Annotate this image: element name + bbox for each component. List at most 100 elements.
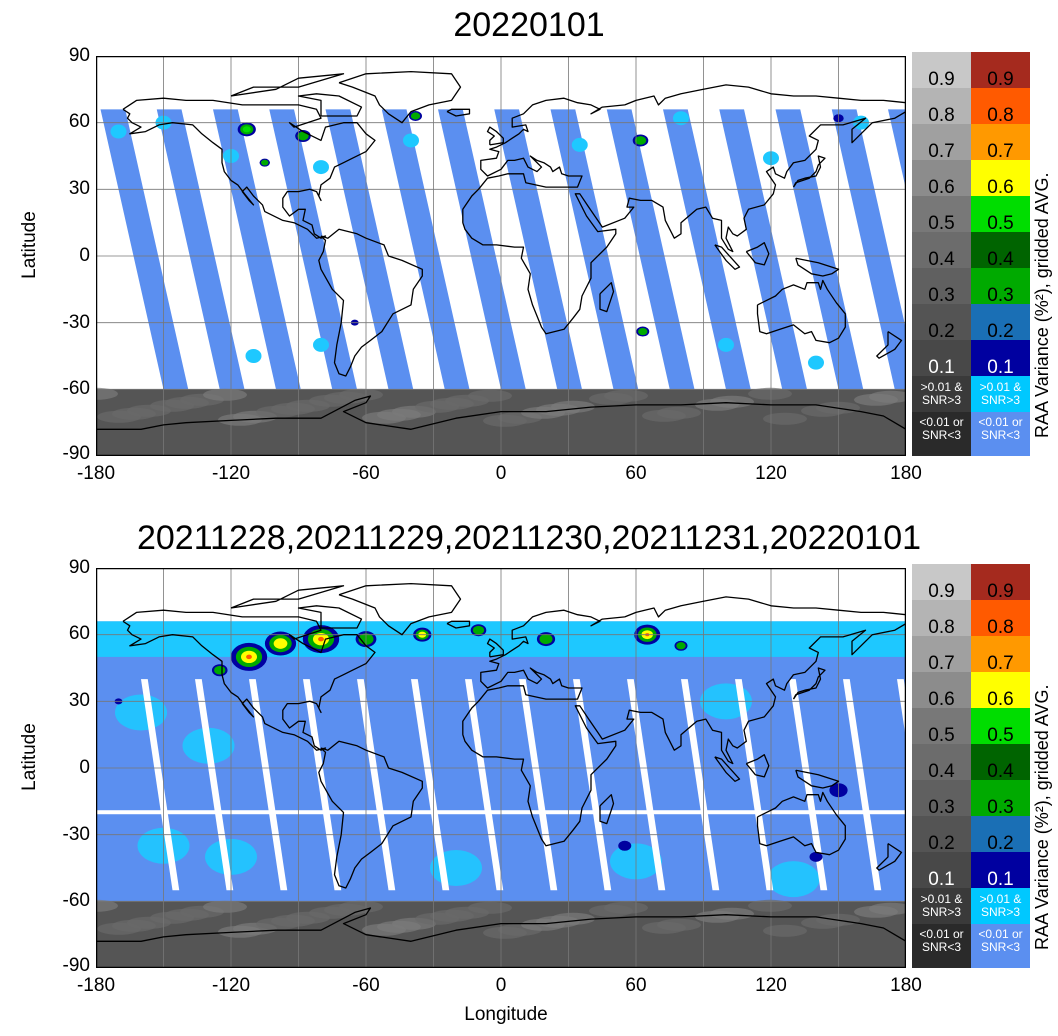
- polar-texture: [97, 922, 141, 935]
- coastline-south-america: [318, 740, 423, 889]
- coverage-gap: [573, 679, 612, 891]
- polar-texture: [203, 900, 247, 913]
- polar-texture: [589, 904, 633, 917]
- x-tick: 0: [495, 975, 507, 996]
- colorbar-level-label: 0.3: [928, 285, 955, 306]
- coastline-africa-eurasia: [462, 84, 906, 335]
- polar-texture: [468, 901, 512, 914]
- x-tick: 180: [890, 463, 922, 484]
- colorbar-low-snr-bin: [971, 376, 1030, 412]
- coastline-sumatra: [714, 244, 741, 270]
- colorbar-level-label: 0.7: [987, 653, 1014, 674]
- coastline-borneo: [745, 754, 770, 778]
- variance-cell: [214, 665, 226, 675]
- polar-texture: [521, 918, 565, 931]
- satellite-swath: [831, 109, 906, 390]
- satellite-swath: [381, 109, 470, 390]
- polar-texture: [748, 899, 792, 912]
- coastlines: [96, 70, 906, 430]
- colorbar-gray-column: 0.9 0.8 0.7 0.6 0.5 0.4 0.3 0.2 0.1 >0.01 & SNR>3 <…: [912, 564, 971, 968]
- colorbar-color-column: 0.9 0.8 0.7 0.6 0.5 0.4 0.3 0.2 0.1 >0.01 & SNR>3 <…: [971, 564, 1030, 968]
- x-tick: 180: [890, 975, 922, 996]
- x-tick: -60: [352, 975, 380, 996]
- low-snr-cell: [403, 133, 419, 148]
- colorbar-no-data-bin: [912, 412, 971, 456]
- satellite-swath: [719, 109, 807, 390]
- coverage-gap: [897, 679, 906, 740]
- coastline-iceland: [446, 620, 471, 629]
- colorbar-low-snr-bin: [912, 376, 971, 412]
- colorbar-level-label: 0.6: [987, 689, 1014, 710]
- polar-texture: [695, 398, 739, 411]
- coverage-gap: [465, 679, 504, 891]
- colorbar-bin: [971, 708, 1030, 744]
- x-tick: 60: [625, 463, 647, 484]
- colorbar-bin: [971, 636, 1030, 672]
- y-tick: 90: [68, 45, 90, 66]
- colorbar-bin: [912, 232, 971, 268]
- panel-1-map-canvas: [96, 56, 906, 456]
- variance-cell: [246, 654, 252, 660]
- colorbar-bin: [971, 600, 1030, 636]
- polar-texture: [642, 409, 686, 422]
- coastline-australia: [756, 791, 846, 856]
- colorbar-level-label: 0.5: [928, 213, 955, 234]
- colorbar-bin: [971, 268, 1030, 304]
- panel-2-title: 20211228,20211229,20211230,20211231,2022…: [136, 519, 922, 557]
- variance-cell: [809, 851, 823, 862]
- coverage-gap: [519, 679, 558, 891]
- colorbar-low-snr-bin: [912, 888, 971, 924]
- colorbar-level-label: 0.6: [928, 177, 955, 198]
- coastline-iceland: [446, 108, 471, 117]
- graticule: [96, 56, 906, 456]
- coverage-gap: [249, 679, 288, 891]
- variance-cell: [618, 840, 632, 851]
- coastline-uk: [486, 126, 504, 146]
- x-tick: 0: [495, 463, 507, 484]
- colorbar-level-label: 0.4: [928, 249, 955, 270]
- coverage-gap: [141, 679, 180, 891]
- polar-texture: [203, 388, 247, 401]
- coastline-australia: [756, 279, 846, 344]
- satellite-swath: [269, 109, 357, 390]
- satellite-swath: [213, 109, 301, 390]
- polar-texture: [854, 905, 898, 918]
- colorbar-level-label: 0.8: [987, 105, 1014, 126]
- variance-cell: [410, 112, 421, 120]
- polar-texture: [695, 910, 739, 923]
- colorbar-bin: [971, 672, 1030, 708]
- low-snr-region: [115, 694, 167, 731]
- coastline-madagascar: [599, 282, 615, 313]
- y-tick: -90: [62, 955, 90, 976]
- colorbar-bin: [912, 124, 971, 160]
- coastline-arctic-islands: [230, 73, 345, 97]
- coastline-north-america: [122, 97, 376, 239]
- coastline-greenland: [338, 70, 462, 124]
- satellite-swath: [775, 109, 864, 390]
- colorbar-bin: [912, 340, 971, 376]
- colorbar-bin: [971, 340, 1030, 376]
- coastline-new-zealand: [876, 331, 903, 359]
- x-tick: 60: [625, 975, 647, 996]
- colorbar-no-data-label: <0.01 or SNR<3: [978, 415, 1023, 442]
- panel-1-ylabel: Latitude: [19, 211, 40, 279]
- satellite-swath: [325, 109, 414, 390]
- polar-texture: [309, 394, 353, 407]
- polar-texture: [96, 387, 118, 400]
- colorbar-level-label: 0.8: [928, 617, 955, 638]
- colorbar-level-label: 0.9: [928, 581, 955, 602]
- polar-texture: [256, 405, 300, 418]
- colorbar-bin: [971, 52, 1030, 88]
- colorbar-bin: [912, 744, 971, 780]
- satellite-swath: [606, 109, 695, 390]
- polar-texture: [96, 899, 118, 912]
- low-snr-cell: [110, 124, 127, 139]
- colorbar-level-label: 0.2: [928, 833, 955, 854]
- low-snr-cell: [313, 337, 329, 352]
- satellite-swath: [494, 109, 582, 390]
- panel-2-map-canvas: [96, 568, 906, 968]
- colorbar-bin: [971, 564, 1030, 600]
- coverage-gap: [195, 679, 234, 891]
- polar-texture: [309, 906, 353, 919]
- colorbar-bin: [971, 160, 1030, 196]
